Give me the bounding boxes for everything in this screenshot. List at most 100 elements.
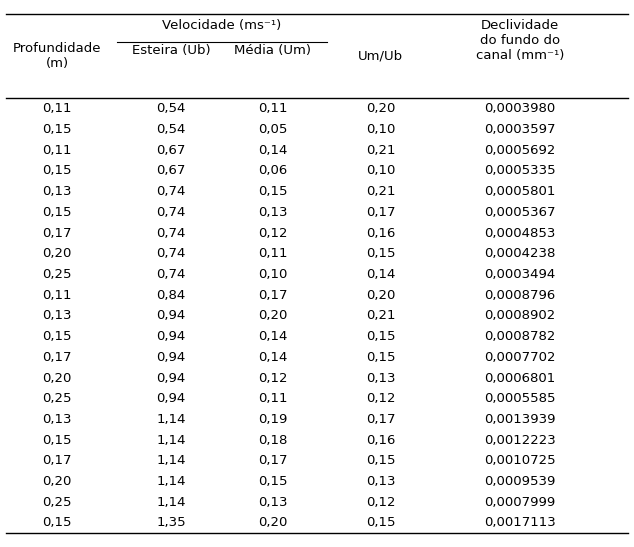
Text: 1,35: 1,35 bbox=[157, 516, 186, 529]
Text: 0,0004853: 0,0004853 bbox=[484, 226, 555, 240]
Text: 0,13: 0,13 bbox=[42, 310, 72, 322]
Text: 0,15: 0,15 bbox=[366, 516, 395, 529]
Text: 1,14: 1,14 bbox=[157, 455, 186, 467]
Text: 0,0003597: 0,0003597 bbox=[484, 123, 555, 136]
Text: 0,20: 0,20 bbox=[258, 516, 287, 529]
Text: 0,13: 0,13 bbox=[258, 206, 287, 219]
Text: Declividade
do fundo do
canal (mm⁻¹): Declividade do fundo do canal (mm⁻¹) bbox=[476, 19, 564, 62]
Text: 0,14: 0,14 bbox=[258, 144, 287, 157]
Text: Esteira (Ub): Esteira (Ub) bbox=[132, 44, 210, 57]
Text: 0,0008796: 0,0008796 bbox=[484, 289, 555, 302]
Text: 0,20: 0,20 bbox=[42, 247, 72, 260]
Text: 0,15: 0,15 bbox=[366, 247, 395, 260]
Text: 0,17: 0,17 bbox=[42, 351, 72, 364]
Text: 0,74: 0,74 bbox=[157, 226, 186, 240]
Text: 0,0008902: 0,0008902 bbox=[484, 310, 555, 322]
Text: 0,11: 0,11 bbox=[42, 289, 72, 302]
Text: 0,0005585: 0,0005585 bbox=[484, 392, 555, 405]
Text: 0,11: 0,11 bbox=[258, 247, 287, 260]
Text: 0,54: 0,54 bbox=[157, 123, 186, 136]
Text: 0,0003494: 0,0003494 bbox=[484, 268, 555, 281]
Text: 0,17: 0,17 bbox=[366, 413, 395, 426]
Text: 0,0005367: 0,0005367 bbox=[484, 206, 555, 219]
Text: 0,0003980: 0,0003980 bbox=[484, 102, 555, 115]
Text: 0,54: 0,54 bbox=[157, 102, 186, 115]
Text: 0,16: 0,16 bbox=[366, 226, 395, 240]
Text: 0,15: 0,15 bbox=[366, 330, 395, 343]
Text: 0,15: 0,15 bbox=[42, 434, 72, 447]
Text: 0,12: 0,12 bbox=[258, 226, 287, 240]
Text: 0,13: 0,13 bbox=[42, 413, 72, 426]
Text: 0,0007999: 0,0007999 bbox=[484, 496, 555, 509]
Text: 0,14: 0,14 bbox=[258, 351, 287, 364]
Text: 0,16: 0,16 bbox=[366, 434, 395, 447]
Text: 0,0010725: 0,0010725 bbox=[484, 455, 555, 467]
Text: 0,0009539: 0,0009539 bbox=[484, 475, 555, 488]
Text: 0,11: 0,11 bbox=[42, 144, 72, 157]
Text: 0,0004238: 0,0004238 bbox=[484, 247, 555, 260]
Text: 0,06: 0,06 bbox=[258, 165, 287, 177]
Text: 0,0005335: 0,0005335 bbox=[484, 165, 555, 177]
Text: 0,13: 0,13 bbox=[366, 371, 395, 385]
Text: 0,20: 0,20 bbox=[42, 475, 72, 488]
Text: 0,10: 0,10 bbox=[366, 165, 395, 177]
Text: 0,10: 0,10 bbox=[258, 268, 287, 281]
Text: 0,0006801: 0,0006801 bbox=[484, 371, 555, 385]
Text: 0,74: 0,74 bbox=[157, 185, 186, 198]
Text: 0,74: 0,74 bbox=[157, 247, 186, 260]
Text: 0,17: 0,17 bbox=[258, 455, 287, 467]
Text: 0,84: 0,84 bbox=[157, 289, 186, 302]
Text: 1,14: 1,14 bbox=[157, 413, 186, 426]
Text: 0,94: 0,94 bbox=[157, 392, 186, 405]
Text: 0,0013939: 0,0013939 bbox=[484, 413, 555, 426]
Text: 0,12: 0,12 bbox=[366, 496, 395, 509]
Text: 0,67: 0,67 bbox=[157, 165, 186, 177]
Text: 0,15: 0,15 bbox=[42, 516, 72, 529]
Text: 0,20: 0,20 bbox=[258, 310, 287, 322]
Text: 0,14: 0,14 bbox=[366, 268, 395, 281]
Text: 0,74: 0,74 bbox=[157, 206, 186, 219]
Text: 0,11: 0,11 bbox=[258, 392, 287, 405]
Text: Profundidade
(m): Profundidade (m) bbox=[13, 42, 101, 70]
Text: 0,21: 0,21 bbox=[366, 185, 395, 198]
Text: 0,18: 0,18 bbox=[258, 434, 287, 447]
Text: 0,15: 0,15 bbox=[366, 455, 395, 467]
Text: 0,20: 0,20 bbox=[42, 371, 72, 385]
Text: 1,14: 1,14 bbox=[157, 496, 186, 509]
Text: 1,14: 1,14 bbox=[157, 434, 186, 447]
Text: 0,15: 0,15 bbox=[42, 123, 72, 136]
Text: 0,0012223: 0,0012223 bbox=[484, 434, 556, 447]
Text: 0,15: 0,15 bbox=[258, 475, 287, 488]
Text: 0,15: 0,15 bbox=[258, 185, 287, 198]
Text: 0,67: 0,67 bbox=[157, 144, 186, 157]
Text: Velocidade (ms⁻¹): Velocidade (ms⁻¹) bbox=[162, 19, 281, 32]
Text: 0,94: 0,94 bbox=[157, 310, 186, 322]
Text: 0,0017113: 0,0017113 bbox=[484, 516, 556, 529]
Text: 0,20: 0,20 bbox=[366, 289, 395, 302]
Text: 0,0008782: 0,0008782 bbox=[484, 330, 555, 343]
Text: 0,0005801: 0,0005801 bbox=[484, 185, 555, 198]
Text: 0,15: 0,15 bbox=[366, 351, 395, 364]
Text: Média (Um): Média (Um) bbox=[234, 44, 311, 57]
Text: 0,12: 0,12 bbox=[258, 371, 287, 385]
Text: 0,25: 0,25 bbox=[42, 496, 72, 509]
Text: 0,94: 0,94 bbox=[157, 351, 186, 364]
Text: 0,11: 0,11 bbox=[258, 102, 287, 115]
Text: 0,12: 0,12 bbox=[366, 392, 395, 405]
Text: 1,14: 1,14 bbox=[157, 475, 186, 488]
Text: 0,25: 0,25 bbox=[42, 392, 72, 405]
Text: 0,20: 0,20 bbox=[366, 102, 395, 115]
Text: 0,94: 0,94 bbox=[157, 330, 186, 343]
Text: Um/Ub: Um/Ub bbox=[358, 50, 403, 62]
Text: 0,17: 0,17 bbox=[366, 206, 395, 219]
Text: 0,05: 0,05 bbox=[258, 123, 287, 136]
Text: 0,17: 0,17 bbox=[42, 226, 72, 240]
Text: 0,17: 0,17 bbox=[42, 455, 72, 467]
Text: 0,15: 0,15 bbox=[42, 330, 72, 343]
Text: 0,14: 0,14 bbox=[258, 330, 287, 343]
Text: 0,13: 0,13 bbox=[42, 185, 72, 198]
Text: 0,0007702: 0,0007702 bbox=[484, 351, 555, 364]
Text: 0,13: 0,13 bbox=[258, 496, 287, 509]
Text: 0,74: 0,74 bbox=[157, 268, 186, 281]
Text: 0,15: 0,15 bbox=[42, 165, 72, 177]
